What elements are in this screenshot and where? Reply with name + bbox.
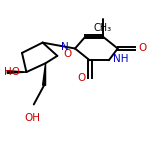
Polygon shape [7,71,26,73]
Polygon shape [43,63,46,85]
Text: N: N [61,42,69,52]
Text: CH₃: CH₃ [94,23,112,33]
Text: HO: HO [4,67,20,77]
Text: O: O [63,49,71,59]
Text: OH: OH [24,113,40,123]
Text: O: O [77,73,85,83]
Text: O: O [138,44,147,54]
Text: NH: NH [113,54,129,64]
